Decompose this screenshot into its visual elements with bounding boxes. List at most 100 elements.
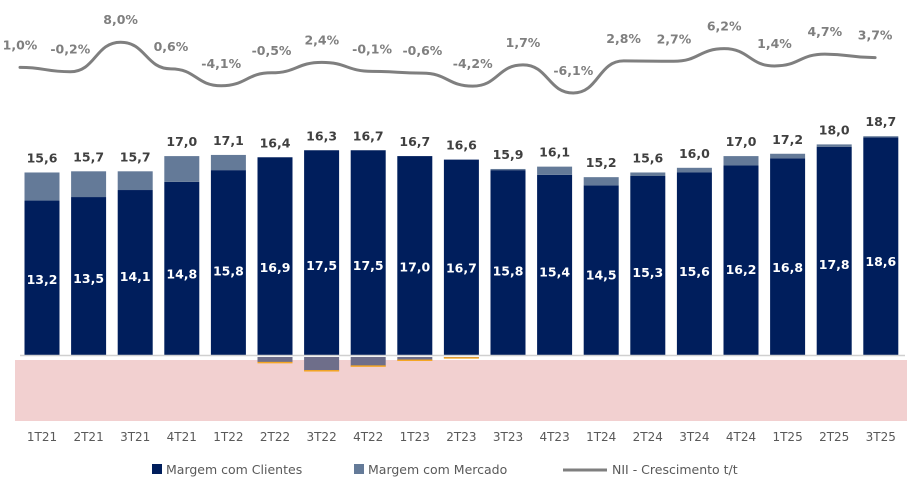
x-tick-1T21: 1T21: [27, 430, 57, 444]
bar-clientes-4T23: [537, 174, 573, 355]
legend-swatch-mercado: [354, 464, 364, 474]
total-label-2T24: 15,6: [632, 150, 663, 165]
x-tick-3T21: 3T21: [120, 430, 150, 444]
growth-label-5: -0,5%: [252, 43, 292, 58]
bar-clientes-1T23: [397, 156, 433, 355]
bar-clientes-4T21: [164, 181, 200, 355]
negative-zone: [15, 360, 907, 421]
clientes-label-1T22: 15,8: [213, 263, 244, 278]
total-label-3T25: 18,7: [865, 114, 896, 129]
total-label-1T23: 16,7: [399, 134, 430, 149]
bar-clientes-4T22: [350, 150, 386, 355]
total-label-4T23: 16,1: [539, 145, 570, 160]
growth-label-15: 1,4%: [757, 36, 792, 51]
bar-clientes-2T23: [443, 159, 479, 355]
x-tick-2T21: 2T21: [73, 430, 103, 444]
bar-mercado-1T23: [397, 357, 433, 361]
total-label-1T24: 15,2: [586, 155, 617, 170]
bar-clientes-2T21: [71, 197, 107, 355]
x-tick-4T23: 4T23: [539, 430, 569, 444]
bar-clientes-1T21: [24, 200, 60, 355]
nii-growth-line: [18, 40, 877, 95]
bar-mercado-3T24: [676, 167, 712, 173]
growth-label-3: 0,6%: [154, 39, 189, 54]
clientes-label-2T24: 15,3: [632, 265, 663, 280]
bar-clientes-3T24: [676, 172, 712, 355]
bar-mercado-4T24: [723, 156, 759, 166]
x-axis-ticks: 1T21 2T21 3T21 4T21 1T22 2T22 3T22 4T22 1T23 2T23…: [27, 430, 896, 444]
bar-mercado-1T25: [770, 153, 806, 159]
clientes-label-1T21: 13,2: [27, 272, 58, 287]
bar-clientes-1T25: [770, 158, 806, 355]
bar-mercado-3T25: [863, 136, 899, 138]
growth-label-0: 1,0%: [3, 37, 38, 52]
x-tick-2T24: 2T24: [633, 430, 663, 444]
legend-label-nii: NII - Crescimento t/t: [612, 462, 738, 477]
bar-mercado-1T24: [583, 177, 619, 186]
clientes-label-4T24: 16,2: [726, 262, 757, 277]
bar-accent-edge-1T23: [397, 359, 433, 362]
bar-mercado-3T21: [117, 171, 153, 191]
total-label-3T24: 16,0: [679, 146, 710, 161]
bar-clientes-2T25: [816, 146, 852, 355]
growth-label-17: 3,7%: [858, 28, 893, 43]
clientes-label-4T23: 15,4: [539, 265, 570, 280]
bar-mercado-4T21: [164, 156, 200, 182]
legend: Margem com Clientes Margem com Mercado N…: [152, 462, 738, 477]
x-tick-1T24: 1T24: [586, 430, 616, 444]
clientes-label-1T23: 17,0: [399, 259, 430, 274]
growth-line-layer: [18, 40, 877, 95]
legend-label-mercado: Margem com Mercado: [368, 462, 507, 477]
clientes-label-3T23: 15,8: [493, 263, 524, 278]
total-label-3T21: 15,7: [120, 149, 151, 164]
x-tick-3T22: 3T22: [306, 430, 336, 444]
growth-label-8: -0,6%: [402, 43, 442, 58]
bar-accent-edge-2T22: [257, 361, 293, 364]
x-tick-4T21: 4T21: [167, 430, 197, 444]
growth-label-9: -4,2%: [453, 56, 493, 71]
total-label-2T21: 15,7: [73, 149, 104, 164]
bar-clientes-2T24: [630, 175, 666, 355]
total-label-1T22: 17,1: [213, 133, 244, 148]
bar-clientes-3T25: [863, 137, 899, 355]
bar-clientes-3T21: [117, 190, 153, 355]
clientes-label-2T22: 16,9: [260, 260, 291, 275]
x-tick-3T24: 3T24: [679, 430, 709, 444]
total-label-4T21: 17,0: [166, 134, 197, 149]
growth-label-12: 2,8%: [606, 31, 641, 46]
growth-label-1: -0,2%: [50, 42, 90, 57]
growth-label-10: 1,7%: [506, 35, 541, 50]
total-label-4T24: 17,0: [726, 134, 757, 149]
bar-mercado-4T22: [350, 357, 386, 367]
bar-mercado-4T23: [537, 166, 573, 175]
bar-clientes-4T24: [723, 165, 759, 355]
labels-layer: 15,6 13,2 15,7 13,5 15,7 14,1 17,0 14,8 17,1 15,8…: [3, 12, 897, 287]
clientes-label-4T21: 14,8: [166, 267, 197, 282]
growth-label-4: -4,1%: [201, 56, 241, 71]
total-label-2T25: 18,0: [819, 122, 850, 137]
clientes-label-1T24: 14,5: [586, 268, 617, 283]
total-label-2T22: 16,4: [260, 135, 291, 150]
x-tick-2T25: 2T25: [819, 430, 849, 444]
bar-accent-edge-4T22: [350, 365, 386, 367]
bar-clientes-2T22: [257, 157, 293, 355]
clientes-label-3T22: 17,5: [306, 258, 337, 273]
bar-clientes-3T22: [304, 150, 340, 355]
total-label-1T25: 17,2: [772, 132, 803, 147]
x-tick-4T22: 4T22: [353, 430, 383, 444]
bar-mercado-3T22: [304, 357, 340, 372]
growth-label-6: 2,4%: [304, 32, 339, 47]
legend-label-clientes: Margem com Clientes: [166, 462, 302, 477]
clientes-label-3T25: 18,6: [865, 254, 896, 269]
clientes-label-2T21: 13,5: [73, 271, 104, 286]
clientes-label-3T24: 15,6: [679, 264, 710, 279]
clientes-label-2T25: 17,8: [819, 257, 850, 272]
bar-accent-edge-2T23: [443, 357, 479, 359]
x-tick-4T24: 4T24: [726, 430, 756, 444]
bars-layer: [24, 136, 899, 372]
growth-label-16: 4,7%: [807, 24, 842, 39]
clientes-label-4T22: 17,5: [353, 258, 384, 273]
total-label-1T21: 15,6: [27, 150, 58, 165]
x-tick-3T25: 3T25: [866, 430, 896, 444]
bar-accent-edge-3T22: [304, 370, 340, 372]
